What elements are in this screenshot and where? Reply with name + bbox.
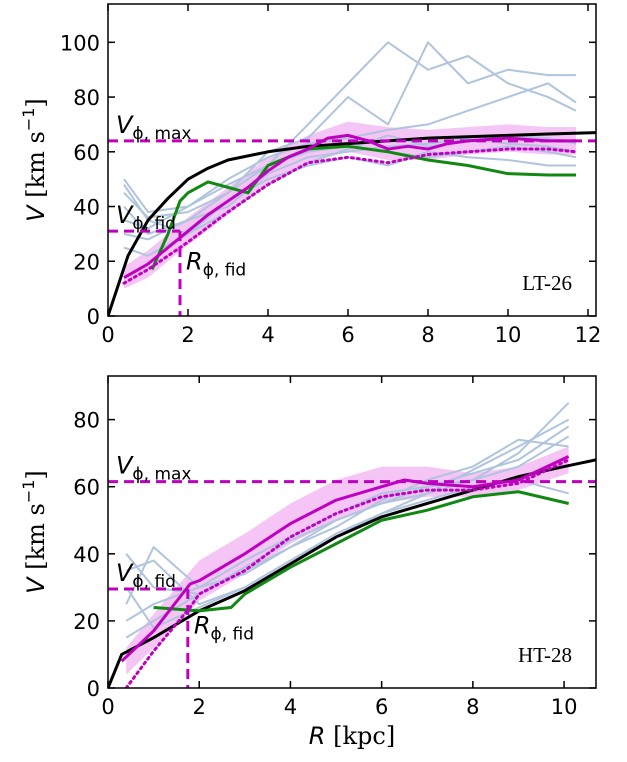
line (123, 41, 576, 219)
y-label-close: ] (22, 470, 50, 479)
x-tick-label: 4 (284, 695, 297, 719)
annotation: Rϕ, fid (194, 612, 254, 645)
line (108, 131, 596, 316)
x-tick-label: 12 (575, 323, 602, 347)
annotation: Vϕ, fid (116, 201, 176, 234)
x-tick-label: 4 (261, 323, 274, 347)
x-tick-label: 0 (101, 323, 114, 347)
x-tick-label: 10 (551, 695, 578, 719)
annotation-main: V (116, 201, 134, 229)
y-label-close: ] (22, 98, 50, 107)
x-tick-label: 6 (375, 695, 388, 719)
y-axis-label: V [km s−1] (19, 470, 50, 594)
y-tick-label: 80 (73, 86, 100, 110)
annotation: Vϕ, max (116, 452, 191, 485)
y-label-symbol: V (22, 204, 50, 222)
axes-frame (107, 375, 597, 689)
y-tick-label: 20 (73, 610, 100, 634)
x-label-unit: [kpc] (325, 722, 395, 750)
y-tick-label: 60 (73, 476, 100, 500)
annotation-main: V (116, 111, 134, 139)
x-tick-label: 0 (101, 695, 114, 719)
y-tick-label: 20 (73, 250, 100, 274)
annotation-sub: ϕ, max (132, 124, 191, 144)
x-label-symbol: R (309, 722, 326, 750)
band (126, 446, 569, 675)
y-tick-label: 80 (73, 409, 100, 433)
annotation-sub: ϕ, fid (132, 214, 176, 234)
y-tick-label: 0 (87, 677, 100, 701)
x-tick-label: 10 (495, 323, 522, 347)
annotation-main: V (116, 452, 134, 480)
line (120, 455, 570, 663)
line (123, 82, 577, 230)
annotation-sub: ϕ, fid (203, 260, 247, 280)
line (124, 458, 571, 688)
line (122, 147, 578, 285)
line (123, 137, 577, 241)
y-label-sup: −1 (19, 108, 38, 132)
y-tick-label: 0 (87, 305, 100, 329)
x-tick-label: 2 (181, 323, 194, 347)
y-label-unit: [km s (22, 131, 50, 205)
x-tick-label: 2 (193, 695, 206, 719)
x-tick-label: 8 (466, 695, 479, 719)
y-axis-label: V [km s−1] (19, 98, 50, 222)
panel-label: HT-28 (518, 643, 572, 667)
annotation: Rϕ, fid (186, 247, 246, 280)
annotation-sub: ϕ, fid (211, 625, 255, 645)
line (125, 425, 570, 639)
plot-area (108, 402, 596, 688)
panel-label: LT-26 (522, 271, 572, 295)
y-label-sup: −1 (19, 480, 38, 504)
y-tick-label: 60 (73, 141, 100, 165)
x-axis-label: R [kpc] (309, 722, 395, 750)
x-tick-label: 8 (421, 323, 434, 347)
annotation-sub: ϕ, max (132, 465, 191, 485)
y-tick-label: 40 (73, 196, 100, 220)
y-tick-label: 40 (73, 543, 100, 567)
annotation-main: R (194, 612, 211, 640)
annotation-main: V (116, 559, 134, 587)
y-label-symbol: V (22, 576, 50, 594)
plot-area (108, 41, 596, 316)
line (125, 438, 569, 605)
line (153, 490, 569, 613)
annotation: Vϕ, max (116, 111, 191, 144)
annotation-main: R (186, 247, 203, 275)
annotation-sub: ϕ, fid (132, 572, 176, 592)
y-tick-label: 100 (60, 31, 100, 55)
line (108, 458, 596, 688)
x-tick-label: 6 (341, 323, 354, 347)
axes-frame (107, 3, 597, 317)
y-label-unit: [km s (22, 503, 50, 577)
annotation: Vϕ, fid (116, 559, 176, 592)
